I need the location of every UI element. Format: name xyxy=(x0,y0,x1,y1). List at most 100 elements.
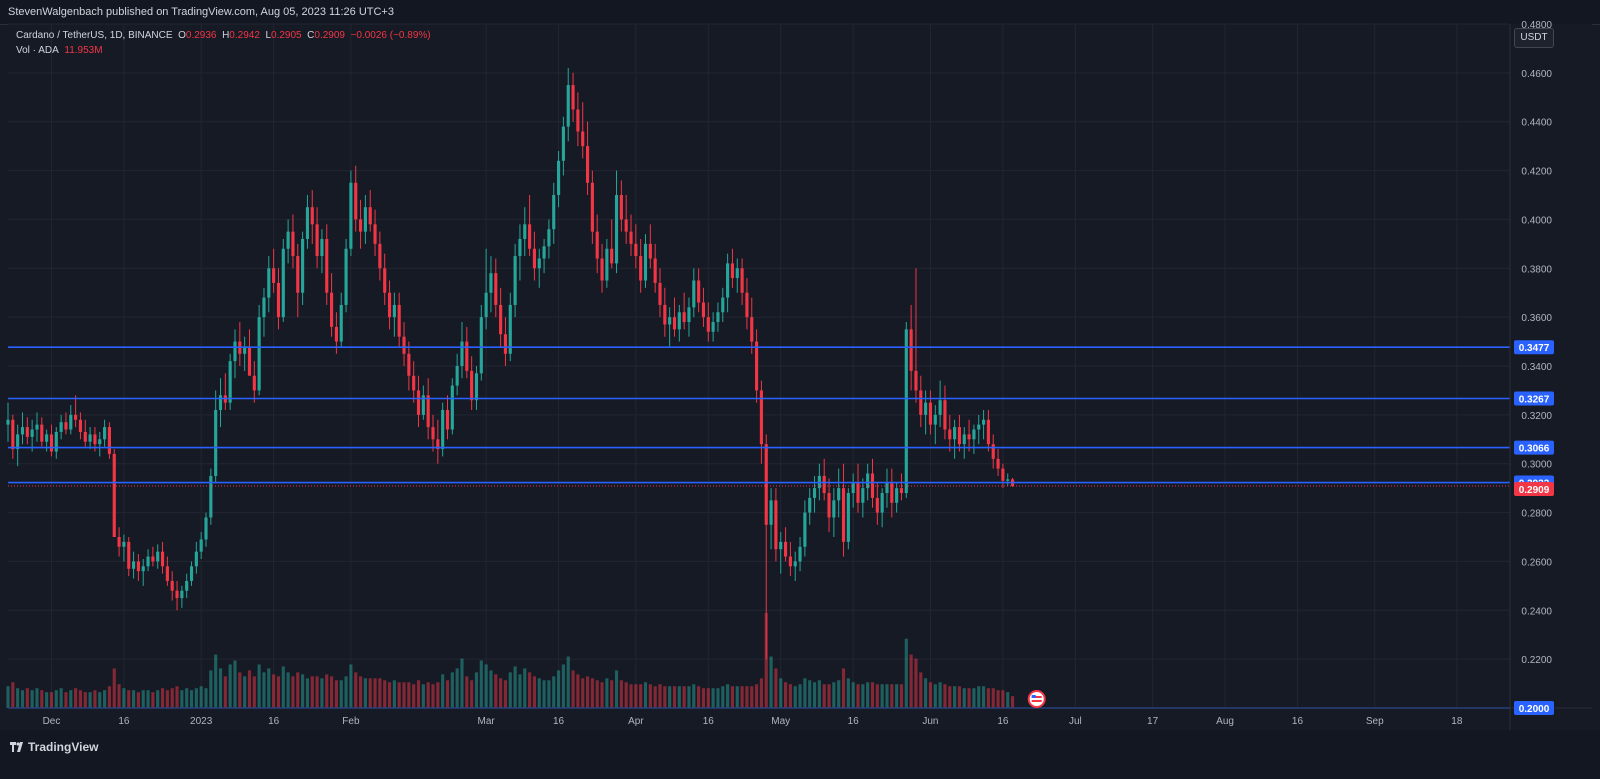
time-tick-label: May xyxy=(771,716,790,727)
candle-body xyxy=(861,488,865,503)
volume-bar xyxy=(286,672,290,708)
time-tick-label: Feb xyxy=(342,716,360,727)
volume-bar xyxy=(165,690,169,708)
candle-body xyxy=(967,434,971,440)
candle-body xyxy=(98,439,102,445)
volume-bar xyxy=(402,682,406,708)
volume-bar xyxy=(98,692,102,708)
volume-bar xyxy=(281,666,285,708)
volume-bar xyxy=(35,688,39,708)
volume-bar xyxy=(788,684,792,708)
volume-bar xyxy=(581,678,585,708)
candle-body xyxy=(924,402,928,415)
candle-body xyxy=(895,488,899,503)
candle-body xyxy=(890,483,894,503)
volume-bar xyxy=(803,678,807,708)
volume-bar xyxy=(489,670,493,708)
volume-bar xyxy=(658,684,662,708)
candle-body xyxy=(228,361,232,403)
volume-bar xyxy=(895,684,899,708)
candle-body xyxy=(349,182,353,249)
level-price-label: 0.3066 xyxy=(1519,444,1550,455)
candle-body xyxy=(354,182,358,220)
candle-body xyxy=(745,292,749,318)
volume-bar xyxy=(431,684,435,708)
volume-bar xyxy=(339,680,343,708)
candle-body xyxy=(769,500,773,525)
candle-body xyxy=(957,427,961,445)
candle-body xyxy=(528,224,532,249)
candle-body xyxy=(69,414,73,430)
volume-bar xyxy=(890,684,894,708)
volume-bar xyxy=(866,682,870,708)
candle-body xyxy=(653,258,657,283)
candle-body xyxy=(455,366,459,386)
volume-bar xyxy=(643,682,648,708)
volume-bar xyxy=(334,680,338,708)
candle-body xyxy=(204,517,208,540)
candle-body xyxy=(16,434,20,450)
candle-body xyxy=(663,304,667,325)
volume-bar xyxy=(88,692,92,708)
candle-body xyxy=(209,475,213,518)
level-price-label: 0.3477 xyxy=(1519,343,1550,354)
candle-body xyxy=(112,453,116,537)
volume-bar xyxy=(653,686,657,708)
candle-body xyxy=(185,580,189,591)
volume-bar xyxy=(933,684,937,708)
volume-bar xyxy=(479,660,483,708)
volume-bar xyxy=(692,684,696,708)
volume-bar xyxy=(948,686,952,708)
candle-body xyxy=(378,243,382,269)
candle-body xyxy=(658,282,662,305)
price-tick-label: 0.3800 xyxy=(1521,264,1552,275)
candle-body xyxy=(421,395,425,415)
volume-bar xyxy=(69,690,73,708)
volume-bar xyxy=(363,678,367,708)
price-tick-label: 0.4200 xyxy=(1521,167,1552,178)
volume-bar xyxy=(272,674,276,708)
volume-bar xyxy=(325,674,329,708)
candle-body xyxy=(759,390,763,445)
volume-bar xyxy=(301,674,305,708)
candle-body xyxy=(127,541,131,569)
volume-bar xyxy=(605,678,609,708)
candle-body xyxy=(450,385,454,430)
candle-body xyxy=(885,483,889,494)
volume-bar xyxy=(928,682,933,708)
candle-body xyxy=(136,561,140,572)
price-tick-label: 0.4000 xyxy=(1521,215,1552,226)
candle-body xyxy=(426,395,430,428)
candle-body xyxy=(610,248,614,264)
candle-body xyxy=(619,195,623,220)
volume-bar xyxy=(769,656,773,708)
currency-button[interactable]: USDT xyxy=(1514,28,1554,48)
flag-stripe xyxy=(1031,696,1042,698)
candle-body xyxy=(315,224,319,257)
volume-bar xyxy=(54,690,58,708)
volume-bar xyxy=(967,688,971,708)
volume-bar xyxy=(726,684,730,708)
candle-body xyxy=(832,500,836,518)
volume-bar xyxy=(25,688,29,708)
candle-body xyxy=(634,243,638,257)
tradingview-logo[interactable]: TradingView xyxy=(10,740,98,754)
candle-body xyxy=(291,231,295,257)
candle-body xyxy=(537,258,541,269)
volume-bar xyxy=(634,684,638,708)
time-tick-label: 2023 xyxy=(190,716,213,727)
candle-body xyxy=(590,182,594,232)
chart-area[interactable] xyxy=(8,24,1592,752)
change-value: −0.0026 (−0.89%) xyxy=(350,30,431,41)
volume-bar xyxy=(209,670,213,708)
candle-body xyxy=(523,224,527,239)
candle-body xyxy=(788,556,792,567)
candle-body xyxy=(64,422,68,430)
volume-bar xyxy=(982,686,986,708)
volume-bar xyxy=(986,688,990,708)
close-label: C xyxy=(307,30,315,41)
volume-bar xyxy=(774,668,778,708)
candle-body xyxy=(716,312,720,323)
